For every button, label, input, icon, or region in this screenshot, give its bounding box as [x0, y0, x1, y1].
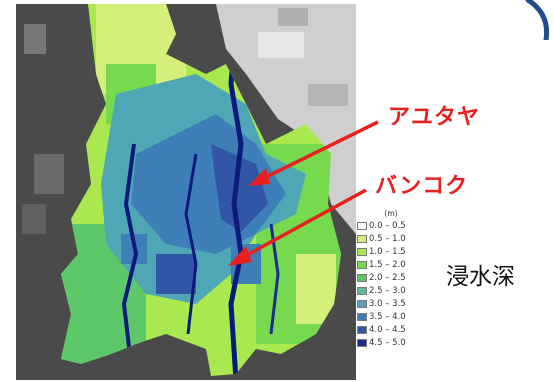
ayutthaya-label: アユタヤ: [388, 105, 481, 130]
legend-range: 3.0 – 3.5: [369, 298, 406, 309]
legend-range: 0.5 – 1.0: [369, 233, 406, 244]
legend-swatch: [357, 221, 367, 230]
lowland-patch: [34, 154, 64, 194]
legend-range: 4.5 – 5.0: [369, 337, 406, 348]
legend-item: 2.0 – 2.5: [357, 271, 417, 284]
legend-range: 0.0 – 0.5: [369, 220, 406, 231]
flood-depth-map: [16, 4, 356, 380]
river-channel: [184, 153, 198, 335]
highland-patch: [278, 8, 308, 26]
corner-arc-decoration: [525, 0, 550, 40]
lowland-patch: [24, 24, 46, 54]
legend-item: 2.5 – 3.0: [357, 284, 417, 297]
river-channel: [228, 13, 244, 376]
legend-range: 1.5 – 2.0: [369, 259, 406, 270]
legend-swatch: [357, 338, 367, 347]
legend-swatch: [357, 247, 367, 256]
legend-item: 4.5 – 5.0: [357, 336, 417, 349]
river-channel: [121, 143, 139, 365]
legend-item: 4.0 – 4.5: [357, 323, 417, 336]
flood-pocket: [156, 254, 196, 294]
legend-title: 浸水深: [446, 264, 515, 290]
depth-legend: (m) 0.0 – 0.5 0.5 – 1.0 1.0 – 1.5 1.5 – …: [357, 208, 417, 349]
legend-range: 3.5 – 4.0: [369, 311, 406, 322]
highland-light-area: [216, 4, 356, 234]
legend-item: 0.0 – 0.5: [357, 219, 417, 232]
legend-swatch: [357, 234, 367, 243]
bangkok-label: バンコク: [375, 174, 469, 199]
legend-range: 2.0 – 2.5: [369, 272, 406, 283]
legend-item: 3.5 – 4.0: [357, 310, 417, 323]
legend-item: 3.0 – 3.5: [357, 297, 417, 310]
legend-item: 0.5 – 1.0: [357, 232, 417, 245]
highland-patch: [258, 32, 304, 58]
legend-swatch: [357, 312, 367, 321]
legend-item: 1.0 – 1.5: [357, 245, 417, 258]
legend-swatch: [357, 273, 367, 282]
lowland-patch: [22, 204, 46, 234]
legend-swatch: [357, 299, 367, 308]
legend-item: 1.5 – 2.0: [357, 258, 417, 271]
legend-range: 4.0 – 4.5: [369, 324, 406, 335]
legend-range: 1.0 – 1.5: [369, 246, 406, 257]
legend-swatch: [357, 260, 367, 269]
legend-swatch: [357, 286, 367, 295]
legend-swatch: [357, 325, 367, 334]
legend-range: 2.5 – 3.0: [369, 285, 406, 296]
legend-unit: (m): [384, 209, 398, 218]
highland-patch: [308, 84, 348, 106]
